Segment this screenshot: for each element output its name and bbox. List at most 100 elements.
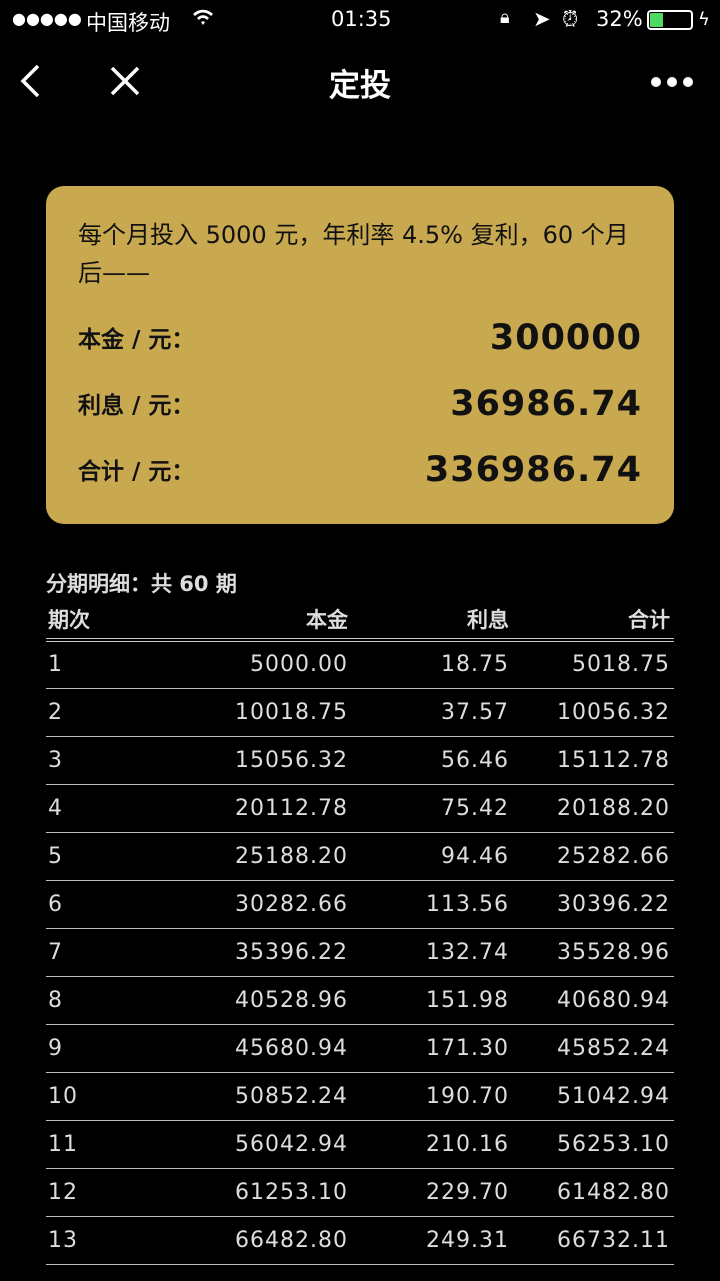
table-row: 7 35396.22 132.74 35528.96 bbox=[46, 928, 674, 977]
cell-principal: 40528.96 bbox=[196, 976, 352, 1025]
more-button[interactable] bbox=[650, 74, 694, 93]
cell-interest: 210.16 bbox=[352, 1120, 513, 1169]
cell-interest: 151.98 bbox=[352, 976, 513, 1025]
location-icon: ➤ bbox=[533, 7, 551, 31]
cell-interest: 132.74 bbox=[352, 928, 513, 977]
cell-period: 12 bbox=[46, 1168, 196, 1217]
table-row: 4 20112.78 75.42 20188.20 bbox=[46, 784, 674, 833]
table-row: 2 10018.75 37.57 10056.32 bbox=[46, 688, 674, 737]
wifi-icon bbox=[192, 7, 214, 31]
cell-total: 15112.78 bbox=[513, 736, 674, 785]
cell-period: 5 bbox=[46, 832, 196, 881]
cell-interest: 37.57 bbox=[352, 688, 513, 737]
principal-row: 本金 / 元： 300000 bbox=[78, 308, 642, 358]
rotation-lock-icon: 🔒︎ bbox=[500, 7, 510, 28]
summary-description: 每个月投入 5000 元，年利率 4.5% 复利，60 个月后—— bbox=[78, 221, 629, 287]
schedule-table: 期次 本金 利息 合计 1 5000.00 18.75 5018.75 2 10018.7… bbox=[46, 600, 674, 1265]
close-icon bbox=[110, 66, 140, 96]
table-row: 3 15056.32 56.46 15112.78 bbox=[46, 736, 674, 785]
total-value: 336986.74 bbox=[424, 450, 642, 490]
table-row: 6 30282.66 113.56 30396.22 bbox=[46, 880, 674, 929]
cell-period: 11 bbox=[46, 1120, 196, 1169]
cell-total: 5018.75 bbox=[513, 640, 674, 689]
cell-principal: 56042.94 bbox=[196, 1120, 352, 1169]
table-row: 9 45680.94 171.30 45852.24 bbox=[46, 1024, 674, 1073]
cell-period: 7 bbox=[46, 928, 196, 977]
more-icon bbox=[651, 77, 693, 87]
cell-total: 25282.66 bbox=[513, 832, 674, 881]
header-principal: 本金 bbox=[196, 600, 352, 642]
battery-percent: 32% bbox=[596, 7, 643, 31]
status-bar: ●●●●● 中国移动 01:35 🔒︎ ➤ ⏰︎ 32% ϟ bbox=[0, 0, 720, 40]
nav-bar: 定投 bbox=[0, 40, 720, 124]
cell-principal: 50852.24 bbox=[196, 1072, 352, 1121]
cell-period: 6 bbox=[46, 880, 196, 929]
table-row: 5 25188.20 94.46 25282.66 bbox=[46, 832, 674, 881]
cell-principal: 30282.66 bbox=[196, 880, 352, 929]
table-row: 8 40528.96 151.98 40680.94 bbox=[46, 976, 674, 1025]
cell-period: 9 bbox=[46, 1024, 196, 1073]
cell-total: 56253.10 bbox=[513, 1120, 674, 1169]
interest-row: 利息 / 元： 36986.74 bbox=[78, 374, 642, 424]
charging-icon: ϟ bbox=[698, 9, 710, 30]
summary-card: 每个月投入 5000 元，年利率 4.5% 复利，60 个月后—— 本金 / 元… bbox=[46, 186, 674, 524]
battery-icon bbox=[647, 10, 693, 30]
interest-label: 利息 / 元： bbox=[78, 393, 195, 419]
cell-interest: 249.31 bbox=[352, 1216, 513, 1265]
cell-interest: 113.56 bbox=[352, 880, 513, 929]
cell-total: 51042.94 bbox=[513, 1072, 674, 1121]
cell-total: 45852.24 bbox=[513, 1024, 674, 1073]
cell-period: 4 bbox=[46, 784, 196, 833]
chevron-left-icon bbox=[20, 64, 40, 98]
cell-principal: 10018.75 bbox=[196, 688, 352, 737]
cell-principal: 5000.00 bbox=[196, 640, 352, 689]
table-row: 13 66482.80 249.31 66732.11 bbox=[46, 1216, 674, 1265]
cell-principal: 25188.20 bbox=[196, 832, 352, 881]
cell-period: 8 bbox=[46, 976, 196, 1025]
close-button[interactable] bbox=[109, 65, 141, 101]
schedule-title: 分期明细：共 60 期 bbox=[46, 572, 237, 596]
header-interest: 利息 bbox=[352, 600, 513, 642]
table-row: 12 61253.10 229.70 61482.80 bbox=[46, 1168, 674, 1217]
cell-principal: 15056.32 bbox=[196, 736, 352, 785]
table-row: 1 5000.00 18.75 5018.75 bbox=[46, 640, 674, 689]
total-label: 合计 / 元： bbox=[78, 459, 195, 485]
cell-principal: 45680.94 bbox=[196, 1024, 352, 1073]
header-total: 合计 bbox=[513, 600, 674, 642]
cell-principal: 35396.22 bbox=[196, 928, 352, 977]
cell-total: 35528.96 bbox=[513, 928, 674, 977]
clock: 01:35 bbox=[331, 7, 392, 31]
total-row: 合计 / 元： 336986.74 bbox=[78, 440, 642, 490]
page-title: 定投 bbox=[329, 68, 391, 104]
cell-principal: 61253.10 bbox=[196, 1168, 352, 1217]
cell-interest: 56.46 bbox=[352, 736, 513, 785]
cell-period: 10 bbox=[46, 1072, 196, 1121]
signal-icon: ●●●●● bbox=[12, 9, 82, 28]
cell-total: 40680.94 bbox=[513, 976, 674, 1025]
cell-interest: 75.42 bbox=[352, 784, 513, 833]
table-row: 10 50852.24 190.70 51042.94 bbox=[46, 1072, 674, 1121]
cell-total: 20188.20 bbox=[513, 784, 674, 833]
cell-principal: 66482.80 bbox=[196, 1216, 352, 1265]
back-button[interactable] bbox=[18, 64, 44, 102]
cell-principal: 20112.78 bbox=[196, 784, 352, 833]
cell-interest: 18.75 bbox=[352, 640, 513, 689]
cell-total: 66732.11 bbox=[513, 1216, 674, 1265]
battery-fill bbox=[650, 13, 664, 27]
cell-interest: 190.70 bbox=[352, 1072, 513, 1121]
cell-period: 13 bbox=[46, 1216, 196, 1265]
cell-interest: 229.70 bbox=[352, 1168, 513, 1217]
cell-total: 10056.32 bbox=[513, 688, 674, 737]
cell-interest: 94.46 bbox=[352, 832, 513, 881]
alarm-icon: ⏰︎ bbox=[562, 7, 579, 31]
principal-label: 本金 / 元： bbox=[78, 327, 195, 353]
cell-period: 1 bbox=[46, 640, 196, 689]
interest-value: 36986.74 bbox=[450, 384, 642, 424]
carrier: 中国移动 bbox=[86, 11, 170, 35]
cell-total: 61482.80 bbox=[513, 1168, 674, 1217]
header-period: 期次 bbox=[46, 600, 196, 642]
cell-total: 30396.22 bbox=[513, 880, 674, 929]
table-row: 11 56042.94 210.16 56253.10 bbox=[46, 1120, 674, 1169]
principal-value: 300000 bbox=[489, 318, 642, 358]
cell-period: 3 bbox=[46, 736, 196, 785]
